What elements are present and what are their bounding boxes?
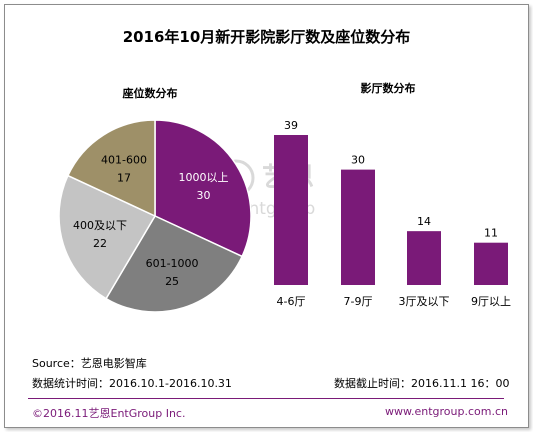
copyright-text: ©2016.11艺恩EntGroup Inc. <box>32 407 186 420</box>
bar <box>341 169 375 285</box>
pie-slice <box>154 119 252 258</box>
bar-value-label: 14 <box>417 215 431 228</box>
pie-slice-label: 401-600 <box>101 153 147 166</box>
pie-slice-label: 1000以上 <box>179 171 229 184</box>
bar-value-label: 39 <box>284 119 298 132</box>
bar <box>274 135 308 285</box>
source-text: Source：艺恩电影智库 <box>32 357 147 370</box>
pie-slice-value: 25 <box>165 275 179 288</box>
main-title: 2016年10月新开影院影厅数及座位数分布 <box>122 28 411 46</box>
bar <box>407 231 441 285</box>
bar <box>474 242 508 285</box>
pie-slice <box>105 215 244 313</box>
pie-slice-label: 400及以下 <box>73 219 127 232</box>
bar-value-label: 11 <box>484 227 498 240</box>
pie-slice-value: 17 <box>117 171 131 184</box>
pie-chart: 座位数分布 1000以上 30 601-1000 25 400及以下 22 401-600 17 <box>58 86 252 313</box>
bar-title: 影厅数分布 <box>361 81 416 95</box>
pie-title: 座位数分布 <box>122 86 178 100</box>
website-link[interactable]: www.entgroup.com.cn <box>385 405 508 418</box>
pie-slice <box>66 119 156 218</box>
bar-value-label: 30 <box>351 154 365 167</box>
pie-slice-value: 30 <box>197 189 211 202</box>
bar-chart: 影厅数分布 39 4-6厅 30 7-9厅 14 3厅及以下 11 9厅以上 <box>274 81 511 308</box>
pie-slice-value: 22 <box>93 237 107 250</box>
bar-category-label: 9厅以上 <box>471 295 511 308</box>
footer-divider <box>28 398 504 399</box>
stat-period-text: 数据统计时间：2016.10.1-2016.10.31 <box>32 377 232 390</box>
bar-category-label: 3厅及以下 <box>399 295 450 308</box>
bar-category-label: 7-9厅 <box>344 295 373 308</box>
cutoff-time-text: 数据截止时间：2016.11.1 16：00 <box>334 377 510 390</box>
bar-category-label: 4-6厅 <box>277 295 306 308</box>
pie-slice-label: 601-1000 <box>146 257 199 270</box>
pie-slice <box>58 174 157 300</box>
